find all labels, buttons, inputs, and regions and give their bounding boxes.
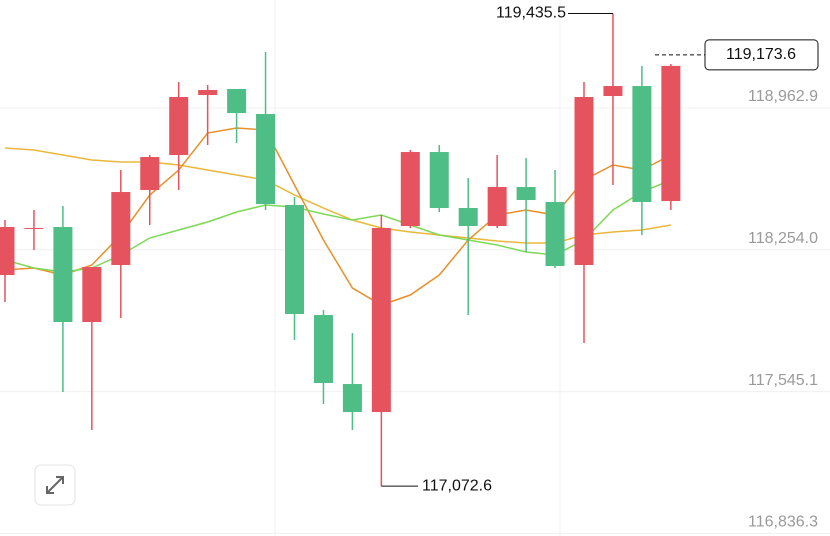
candle-body <box>24 228 44 230</box>
candle-body <box>429 152 449 209</box>
candle-body <box>82 267 102 323</box>
candle-body <box>574 97 594 266</box>
candle-body <box>285 205 304 315</box>
low-label: 117,072.6 <box>422 477 492 494</box>
candle-body <box>169 97 189 156</box>
y-tick-label: 118,254.0 <box>748 230 818 247</box>
candle-body <box>313 315 333 384</box>
moving-averages <box>4 127 672 306</box>
candle-body <box>516 187 536 201</box>
candle-body <box>0 227 15 276</box>
y-tick-label: 117,545.1 <box>748 372 818 389</box>
y-tick-label: 116,836.3 <box>748 514 818 531</box>
y-tick-label: 118,962.9 <box>748 88 818 105</box>
candle-body <box>661 65 681 202</box>
candle-body <box>371 228 391 413</box>
last-price-box <box>704 39 819 71</box>
candle-body <box>487 187 507 227</box>
candle-body <box>458 208 478 227</box>
candle-body <box>53 227 73 323</box>
candle-body <box>140 157 160 191</box>
high-label: 119,435.5 <box>496 5 566 22</box>
candle-body <box>227 89 247 114</box>
candles <box>0 13 681 487</box>
candle-body <box>545 202 565 267</box>
candle-body <box>603 86 623 97</box>
last-price-label: 119,173.6 <box>726 46 796 63</box>
candle-body <box>632 86 652 203</box>
candle-body <box>111 192 131 266</box>
candle-body <box>400 152 420 227</box>
candle-body <box>256 114 276 205</box>
grid <box>0 107 830 534</box>
ma-line <box>4 179 672 273</box>
candle-body <box>198 90 218 96</box>
candle-body <box>342 384 362 413</box>
expand-button[interactable] <box>34 464 76 506</box>
